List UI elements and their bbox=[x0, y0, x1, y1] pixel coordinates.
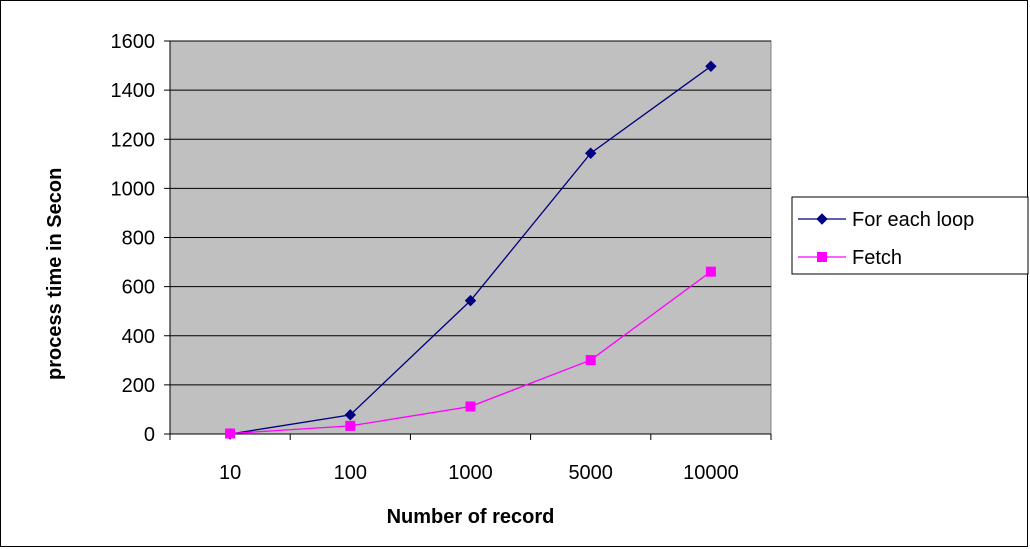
data-point bbox=[345, 420, 356, 431]
legend-label: For each loop bbox=[852, 209, 974, 231]
y-axis-ticks: 0 200 400 600 800 1000 1200 1400 1600 bbox=[111, 31, 170, 446]
y-tick-label: 400 bbox=[122, 326, 155, 348]
y-tick-label: 1600 bbox=[111, 31, 156, 53]
data-point bbox=[705, 60, 717, 73]
x-tick-label: 10000 bbox=[683, 462, 739, 484]
series-2 bbox=[225, 266, 716, 439]
legend-marker bbox=[817, 252, 827, 262]
gridlines bbox=[170, 40, 771, 386]
series-group bbox=[224, 60, 717, 440]
legend: For each loop Fetch bbox=[791, 196, 1029, 275]
x-tick-label: 1000 bbox=[448, 462, 493, 484]
data-point bbox=[225, 428, 236, 439]
y-tick-label: 1000 bbox=[111, 178, 156, 200]
legend-item: For each loop bbox=[798, 209, 974, 231]
legend-item: Fetch bbox=[798, 247, 902, 269]
x-axis-title: Number of record bbox=[387, 506, 555, 528]
y-tick-label: 1400 bbox=[111, 80, 156, 102]
data-point bbox=[585, 355, 596, 366]
y-tick-label: 600 bbox=[122, 277, 155, 299]
legend-label: Fetch bbox=[852, 247, 902, 269]
data-point bbox=[464, 294, 477, 307]
data-point bbox=[584, 147, 597, 159]
legend-box bbox=[791, 196, 1029, 275]
y-tick-label: 1200 bbox=[111, 129, 156, 151]
y-tick-label: 800 bbox=[122, 228, 155, 250]
series-1 bbox=[224, 60, 717, 440]
x-tick-label: 100 bbox=[334, 462, 367, 484]
y-axis-title: process time in Secon bbox=[44, 168, 66, 380]
data-point bbox=[705, 266, 716, 277]
x-tick-label: 10 bbox=[219, 462, 241, 484]
legend-marker bbox=[816, 213, 828, 225]
data-point bbox=[465, 401, 476, 412]
x-axis-ticks: 10 100 1000 5000 10000 bbox=[169, 434, 772, 484]
data-point bbox=[344, 409, 357, 421]
x-tick-label: 5000 bbox=[568, 462, 613, 484]
y-tick-label: 200 bbox=[122, 375, 155, 397]
y-tick-label: 0 bbox=[144, 424, 155, 446]
